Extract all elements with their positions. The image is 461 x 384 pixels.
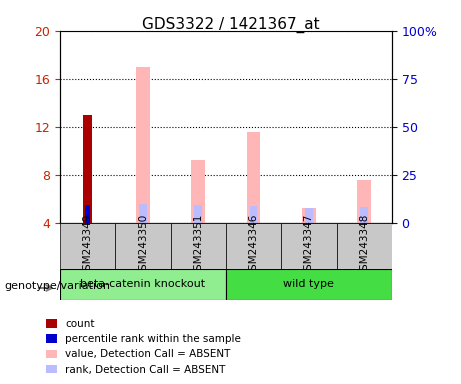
FancyBboxPatch shape <box>115 223 171 269</box>
Text: GSM243351: GSM243351 <box>193 214 203 278</box>
Text: wild type: wild type <box>284 279 334 289</box>
Bar <box>191 161 205 223</box>
Bar <box>250 206 257 223</box>
Bar <box>247 131 260 223</box>
Text: GDS3322 / 1421367_at: GDS3322 / 1421367_at <box>142 17 319 33</box>
Bar <box>357 180 371 223</box>
Text: GSM243347: GSM243347 <box>304 214 314 278</box>
FancyBboxPatch shape <box>60 223 115 269</box>
Text: genotype/variation: genotype/variation <box>5 281 111 291</box>
Bar <box>305 207 313 223</box>
Bar <box>83 115 92 223</box>
FancyBboxPatch shape <box>281 223 337 269</box>
FancyBboxPatch shape <box>226 269 392 300</box>
FancyBboxPatch shape <box>226 223 281 269</box>
Text: GSM243346: GSM243346 <box>248 214 259 278</box>
Bar <box>136 67 150 223</box>
FancyBboxPatch shape <box>337 223 392 269</box>
Text: beta-catenin knockout: beta-catenin knockout <box>80 279 206 289</box>
Bar <box>195 205 202 223</box>
Text: GSM243350: GSM243350 <box>138 214 148 277</box>
Text: GSM243349: GSM243349 <box>83 214 93 278</box>
Bar <box>139 204 147 223</box>
Text: GSM243348: GSM243348 <box>359 214 369 278</box>
Bar <box>302 208 316 223</box>
FancyBboxPatch shape <box>60 269 226 300</box>
Bar <box>85 205 90 223</box>
Bar <box>361 207 368 223</box>
FancyBboxPatch shape <box>171 223 226 269</box>
Legend: count, percentile rank within the sample, value, Detection Call = ABSENT, rank, : count, percentile rank within the sample… <box>42 315 245 379</box>
